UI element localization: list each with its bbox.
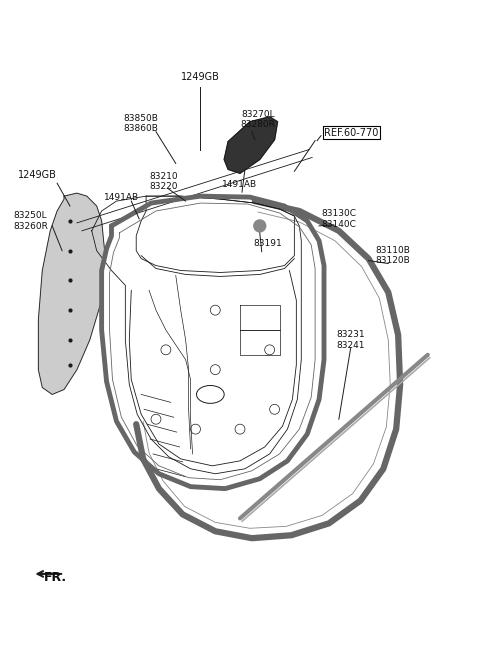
Polygon shape bbox=[224, 117, 277, 173]
Text: 83191: 83191 bbox=[253, 239, 282, 248]
Polygon shape bbox=[38, 193, 105, 394]
Text: 83231
83241: 83231 83241 bbox=[336, 330, 365, 350]
Text: 83270L
83280R: 83270L 83280R bbox=[240, 110, 275, 129]
Text: FR.: FR. bbox=[44, 571, 67, 584]
Text: 1249GB: 1249GB bbox=[18, 171, 57, 180]
Text: REF.60-770: REF.60-770 bbox=[324, 128, 378, 138]
Text: 83130C
83140C: 83130C 83140C bbox=[321, 209, 356, 229]
Text: 1249GB: 1249GB bbox=[181, 72, 220, 82]
Text: 83250L
83260R: 83250L 83260R bbox=[13, 211, 48, 231]
Text: 1491AB: 1491AB bbox=[222, 180, 258, 189]
Text: 1491AB: 1491AB bbox=[104, 193, 139, 201]
Text: 83110B
83120B: 83110B 83120B bbox=[376, 246, 411, 265]
Text: 83850B
83860B: 83850B 83860B bbox=[124, 114, 158, 133]
Circle shape bbox=[254, 220, 266, 232]
Text: 83210
83220: 83210 83220 bbox=[150, 172, 178, 191]
